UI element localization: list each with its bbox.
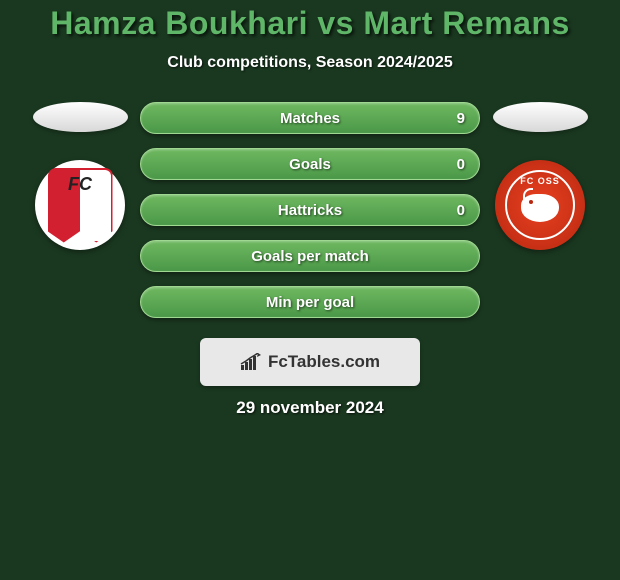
player-left-photo-placeholder	[33, 102, 128, 132]
oss-badge-inner-icon: FC OSS	[505, 170, 575, 240]
club-badge-left: FC	[35, 160, 125, 250]
stat-row-matches: Matches 9	[140, 102, 480, 134]
stat-label: Goals per match	[251, 248, 369, 265]
stat-row-goals-per-match: Goals per match	[140, 240, 480, 272]
stats-column: Matches 9 Goals 0 Hattricks 0 Goals per …	[140, 102, 480, 318]
watermark-text: FcTables.com	[268, 352, 380, 372]
stat-row-hattricks: Hattricks 0	[140, 194, 480, 226]
player-right-col: FC OSS	[490, 102, 590, 250]
club-badge-right: FC OSS	[495, 160, 585, 250]
stat-row-goals: Goals 0	[140, 148, 480, 180]
stat-label: Min per goal	[266, 294, 354, 311]
page-title: Hamza Boukhari vs Mart Remans	[0, 5, 620, 42]
subtitle: Club competitions, Season 2024/2025	[0, 54, 620, 72]
stat-label: Goals	[289, 156, 331, 173]
comparison-card: Hamza Boukhari vs Mart Remans Club compe…	[0, 0, 620, 418]
date-text: 29 november 2024	[0, 398, 620, 418]
stats-area: FC Matches 9 Goals 0 Hattricks 0	[0, 102, 620, 318]
watermark-badge: FcTables.com	[200, 338, 420, 386]
stat-right-value: 9	[457, 110, 465, 127]
stat-label: Hattricks	[278, 202, 342, 219]
utrecht-shield-icon: FC	[48, 168, 113, 243]
player-left-col: FC	[30, 102, 130, 250]
bull-icon	[521, 194, 559, 222]
chart-icon	[240, 353, 262, 371]
stat-row-min-per-goal: Min per goal	[140, 286, 480, 318]
stat-label: Matches	[280, 110, 340, 127]
player-right-photo-placeholder	[493, 102, 588, 132]
stat-right-value: 0	[457, 156, 465, 173]
stat-right-value: 0	[457, 202, 465, 219]
